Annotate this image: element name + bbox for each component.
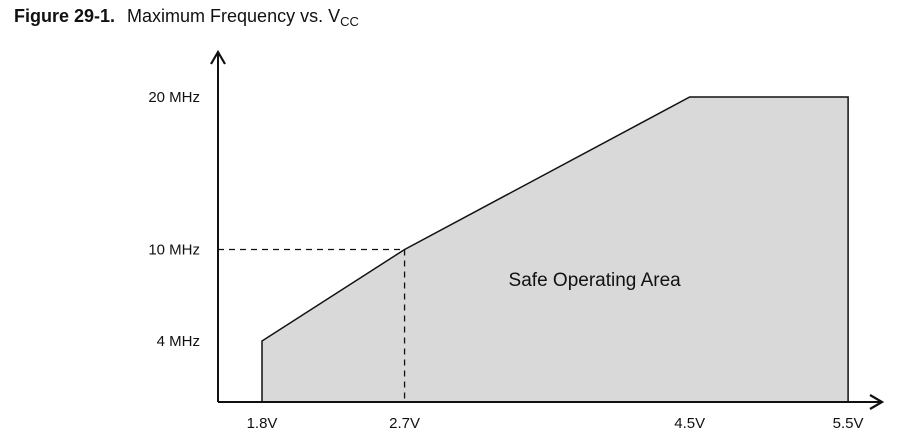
figure-number: Figure 29-1. bbox=[14, 6, 116, 26]
x-tick-label: 4.5V bbox=[674, 415, 705, 432]
figure-title-subscript: CC bbox=[340, 14, 359, 29]
y-tick-label: 20 MHz bbox=[148, 89, 200, 106]
x-axis-arrowhead bbox=[869, 394, 885, 410]
figure-caption: Figure 29-1. Maximum Frequency vs. VCC bbox=[14, 6, 359, 29]
figure-title: Maximum Frequency vs. V bbox=[127, 6, 341, 26]
safe-operating-area bbox=[261, 96, 849, 403]
y-tick-label: 4 MHz bbox=[157, 333, 200, 350]
y-tick-label: 10 MHz bbox=[148, 242, 200, 259]
x-tick-label: 1.8V bbox=[247, 415, 278, 432]
x-tick-label: 2.7V bbox=[389, 415, 420, 432]
x-tick-label: 5.5V bbox=[833, 415, 864, 432]
safe-operating-area-label: Safe Operating Area bbox=[509, 270, 682, 291]
y-axis-arrowhead bbox=[210, 49, 226, 65]
